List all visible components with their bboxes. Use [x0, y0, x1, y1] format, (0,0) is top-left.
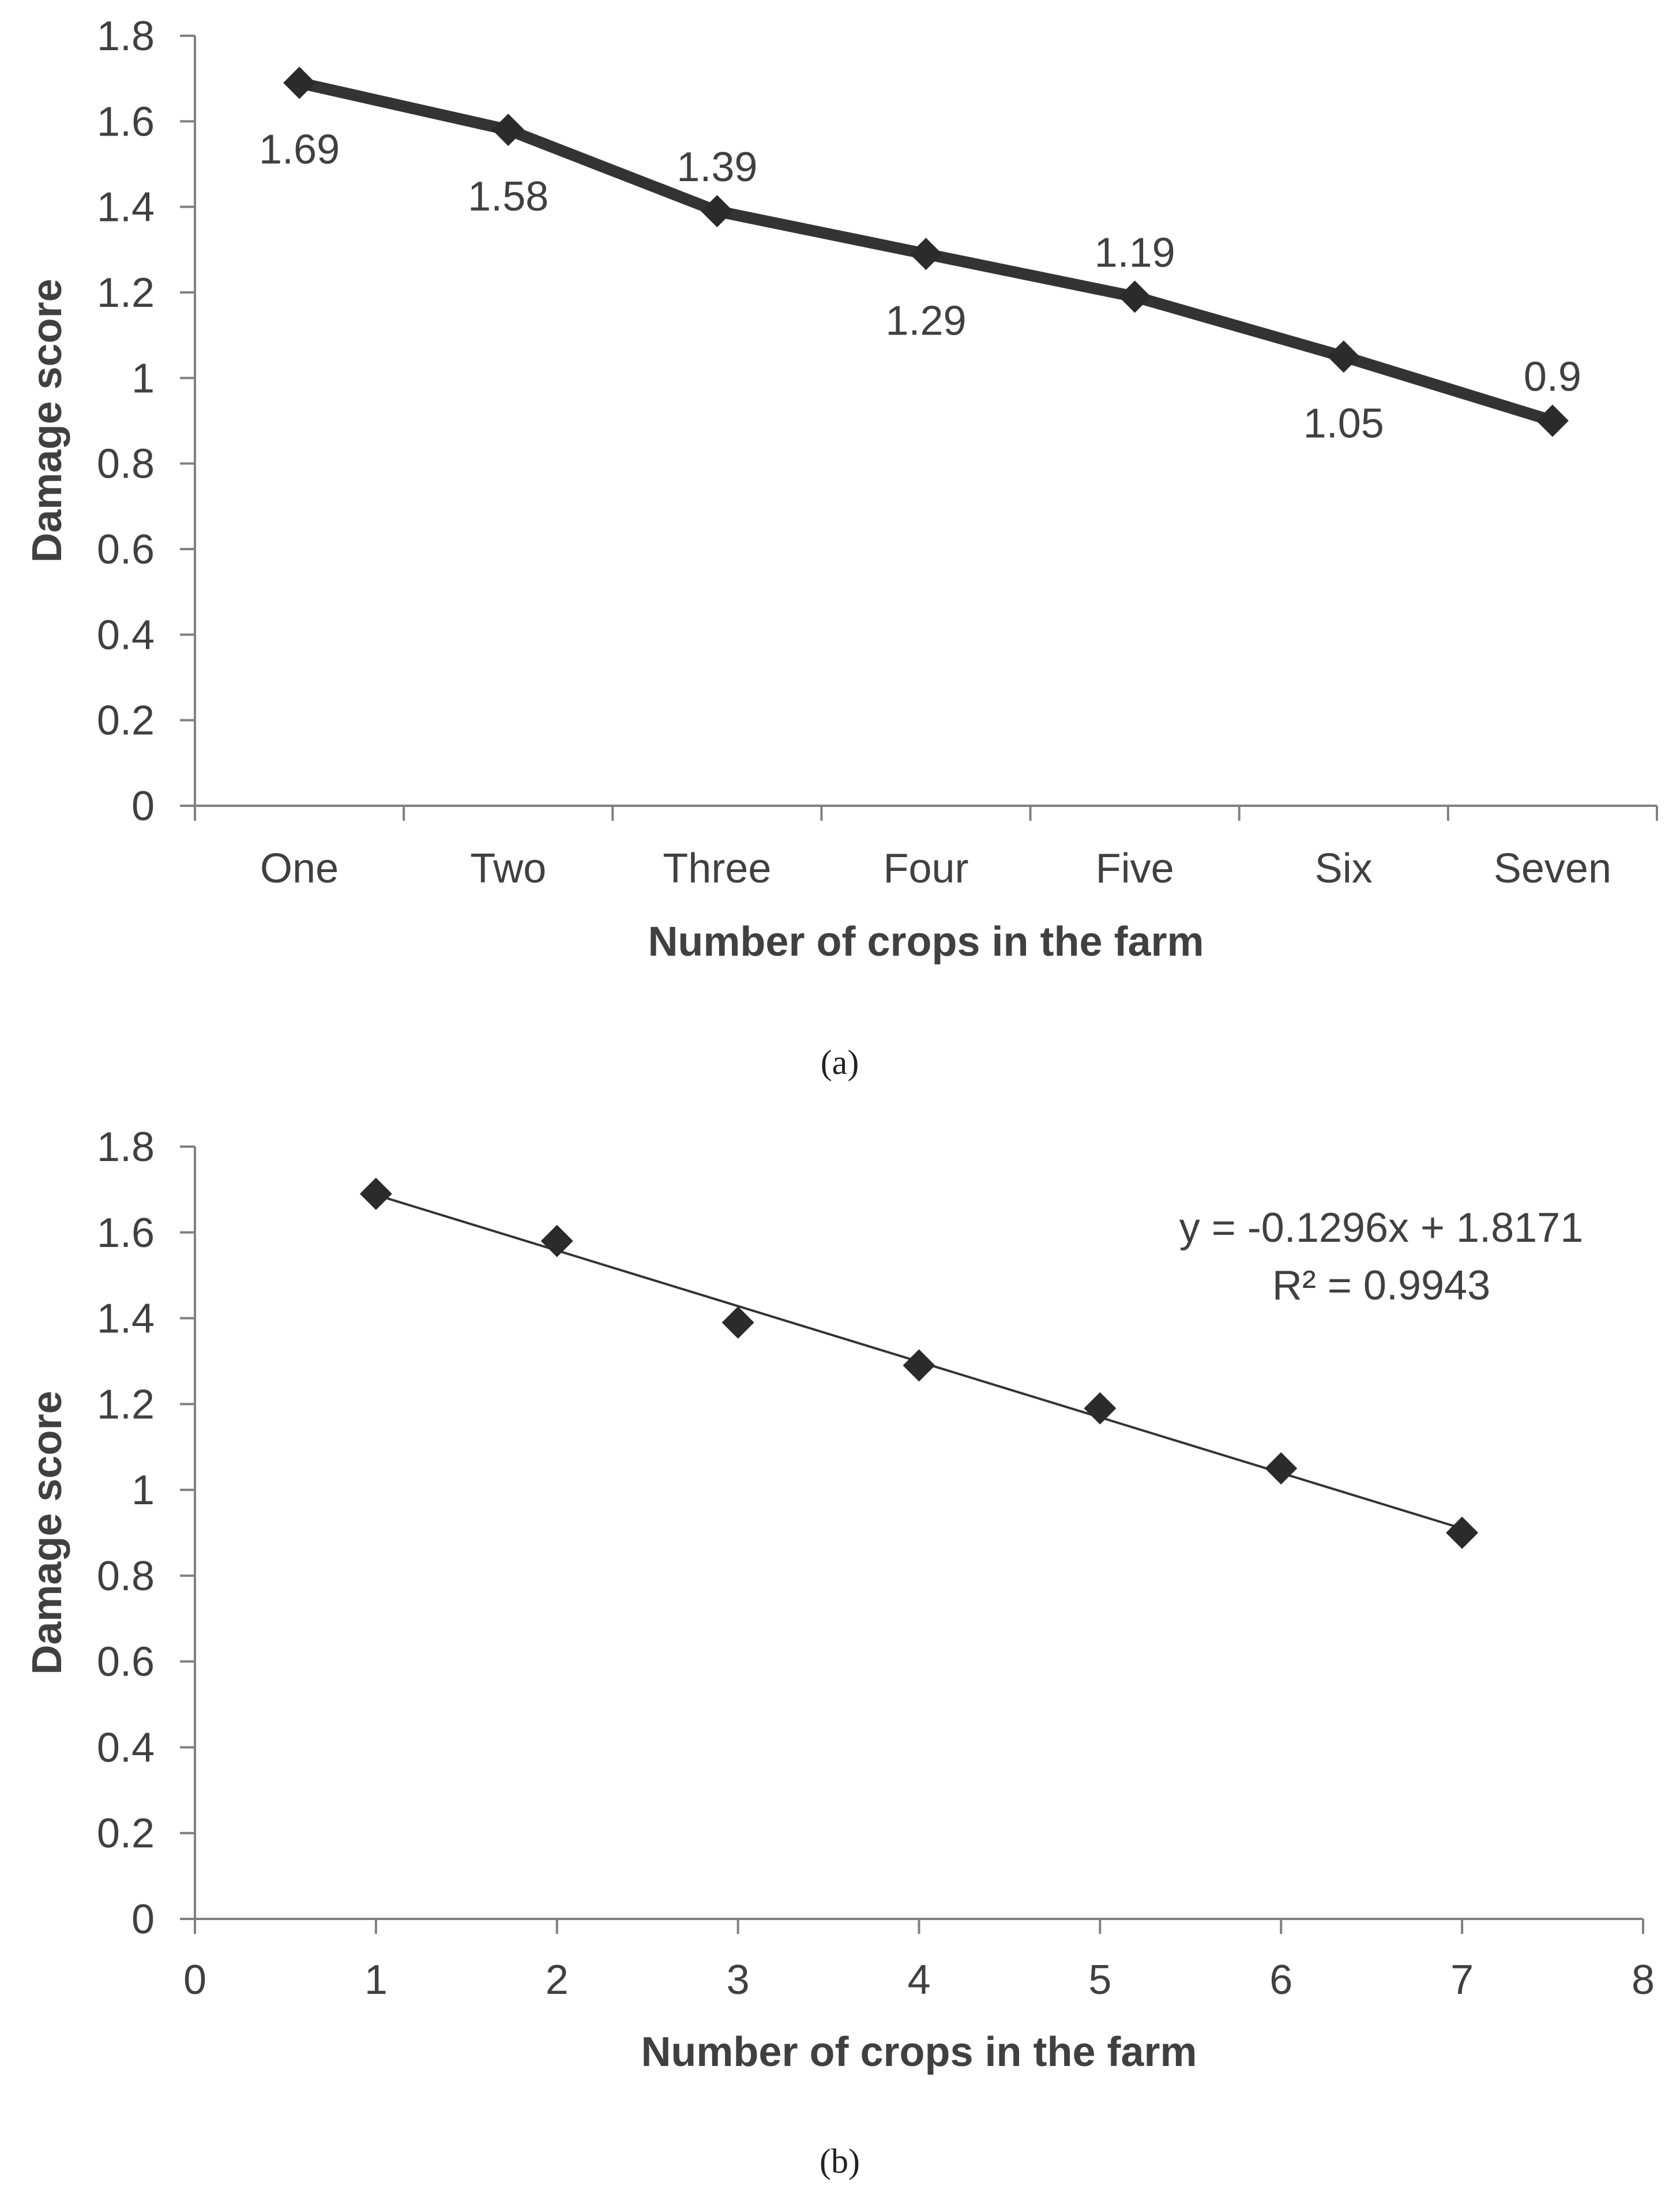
- panel-a-data-label: 1.58: [468, 174, 548, 220]
- panel-b-y-tick-label: 1: [131, 1467, 155, 1513]
- panel-a-data-labels: 1.69 1.58 1.39 1.29 1.19 1.05 0.9: [259, 127, 1581, 447]
- panel-a-x-tick-labels: One Two Three Four Five Six Seven: [194, 806, 1658, 892]
- panel-b-x-axis-title: Number of crops in the farm: [641, 2029, 1197, 2075]
- panel-b-x-tick-label: 7: [1450, 1957, 1474, 2003]
- panel-a-marker: [1536, 404, 1569, 437]
- panel-b-marker: [359, 1177, 392, 1210]
- panel-b-x-tick-label: 3: [727, 1957, 750, 2003]
- panel-a-x-tick-label: Three: [663, 846, 771, 892]
- panel-a-y-tick-label: 1.2: [97, 270, 155, 316]
- panel-b-y-tick-label: 1.6: [97, 1210, 155, 1256]
- panel-a-y-tick-label: 1.8: [97, 13, 155, 59]
- panel-b-x-tick-label: 2: [546, 1957, 569, 2003]
- panel-b-trendline-r2: R² = 0.9943: [1272, 1263, 1490, 1309]
- panel-a-y-tick-label: 1: [131, 355, 155, 401]
- panel-b-caption: (b): [820, 2142, 860, 2180]
- panel-b-marker: [721, 1306, 754, 1339]
- panel-a-data-label: 1.39: [676, 144, 757, 190]
- panel-b-x-tick-label: 5: [1088, 1957, 1111, 2003]
- panel-b-scatter-chart: 0 0.2 0.4 0.6 0.8 1 1.2 1.4 1.6 1.8 0 1 2 3 4 5 6 7 8 Dam…: [24, 1124, 1655, 2075]
- panel-a-data-label: 1.69: [259, 127, 340, 173]
- panel-a-y-tick-label: 1.4: [97, 185, 155, 231]
- panel-a-y-axis-title: Damage score: [24, 279, 70, 562]
- panel-a-x-tick-label: Six: [1315, 846, 1373, 892]
- panel-a-caption: (a): [821, 1043, 859, 1081]
- panel-b-y-tick-labels: 0 0.2 0.4 0.6 0.8 1 1.2 1.4 1.6 1.8: [97, 1124, 195, 1943]
- panel-b-y-tick-label: 0.8: [97, 1553, 155, 1599]
- panel-a-y-tick-label: 1.6: [97, 99, 155, 145]
- panel-a-y-tick-label: 0: [131, 783, 155, 829]
- panel-a-data-label: 0.9: [1524, 354, 1581, 400]
- panel-a-x-tick-label: Seven: [1494, 846, 1611, 892]
- panel-a-marker: [909, 238, 942, 271]
- panel-b-y-tick-label: 0.6: [97, 1639, 155, 1685]
- panel-b-x-tick-label: 4: [907, 1957, 930, 2003]
- panel-a-data-label: 1.05: [1303, 400, 1384, 446]
- panel-a-y-tick-label: 0.2: [97, 698, 155, 744]
- panel-a-data-label: 1.29: [885, 298, 966, 344]
- panel-b-marker: [903, 1349, 935, 1382]
- panel-b-x-tick-labels: 0 1 2 3 4 5 6 7 8: [183, 1919, 1655, 2003]
- panel-a-x-tick-label: Two: [470, 846, 546, 892]
- panel-b-marker: [1446, 1516, 1479, 1549]
- panel-b-x-tick-label: 0: [183, 1957, 206, 2003]
- panel-a-marker: [492, 114, 525, 146]
- panel-b-y-tick-label: 1.2: [97, 1381, 155, 1428]
- panel-a-marker: [701, 195, 734, 228]
- panel-b-y-tick-label: 1.8: [97, 1124, 155, 1170]
- panel-a-x-tick-label: Four: [883, 846, 968, 892]
- panel-b-marker: [1265, 1452, 1298, 1485]
- panel-a-x-axis-title: Number of crops in the farm: [648, 919, 1204, 965]
- panel-a-marker: [283, 66, 316, 99]
- panel-b-y-tick-label: 0.2: [97, 1810, 155, 1857]
- panel-a-marker: [1327, 340, 1360, 373]
- panel-a-y-tick-labels: 0 0.2 0.4 0.6 0.8 1 1.2 1.4 1.6 1.8: [97, 13, 195, 829]
- panel-a-y-tick-label: 0.4: [97, 612, 155, 658]
- panel-b-y-tick-label: 1.4: [97, 1296, 155, 1342]
- panel-b-y-tick-label: 0.4: [97, 1725, 155, 1771]
- panel-a-marker: [1118, 280, 1151, 313]
- panel-a-y-tick-label: 0.6: [97, 527, 155, 573]
- panel-b-x-tick-label: 1: [364, 1957, 388, 2003]
- panel-b-marker: [1084, 1392, 1117, 1425]
- panel-b-trendline-equation: y = -0.1296x + 1.8171: [1179, 1205, 1584, 1251]
- panel-b-y-axis-title: Damage score: [24, 1391, 70, 1674]
- panel-b-x-tick-label: 8: [1632, 1957, 1655, 2003]
- panel-b-x-tick-label: 6: [1269, 1957, 1292, 2003]
- panel-a-markers: [283, 66, 1569, 437]
- panel-a-line-chart: 0 0.2 0.4 0.6 0.8 1 1.2 1.4 1.6 1.8 One Two Three Fo…: [24, 13, 1658, 965]
- panel-b-marker: [540, 1224, 573, 1257]
- panel-a-y-tick-label: 0.8: [97, 441, 155, 487]
- panel-a-x-tick-label: Five: [1096, 846, 1174, 892]
- panel-a-data-label: 1.19: [1095, 230, 1175, 276]
- panel-b-y-tick-label: 0: [131, 1896, 155, 1943]
- panel-a-x-tick-label: One: [260, 846, 339, 892]
- panel-b-markers: [359, 1177, 1479, 1549]
